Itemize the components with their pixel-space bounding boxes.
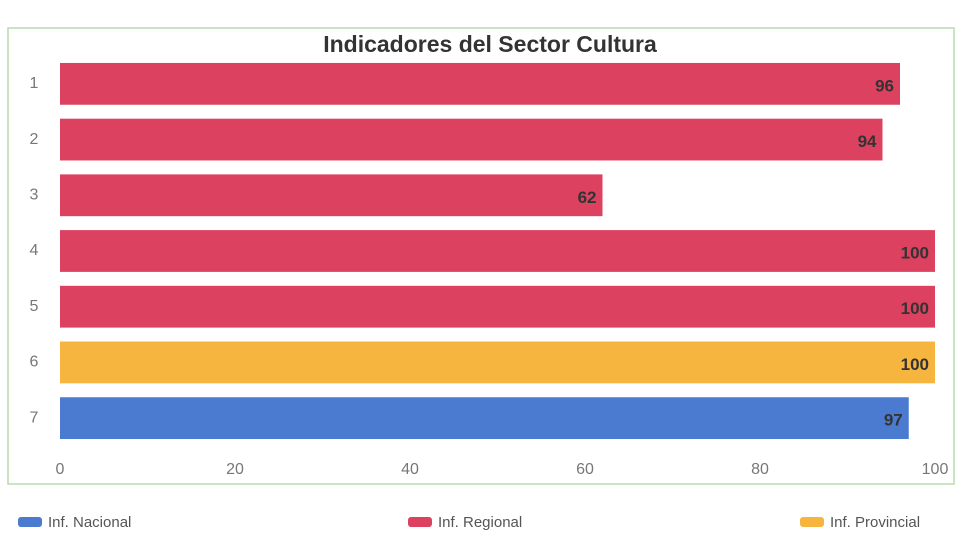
legend-label: Inf. Regional (438, 514, 522, 531)
data-label: 100 (901, 355, 929, 374)
y-tick-label: 6 (30, 354, 39, 371)
legend-label: Inf. Provincial (830, 514, 920, 531)
legend-label: Inf. Nacional (48, 514, 131, 531)
y-tick-label: 5 (30, 298, 39, 315)
legend-swatch (800, 517, 824, 527)
bar (60, 397, 909, 440)
y-tick-label: 1 (30, 75, 39, 92)
data-label: 100 (901, 299, 929, 318)
x-tick-label: 60 (576, 461, 594, 478)
legend-swatch (18, 517, 42, 527)
bar (60, 230, 935, 272)
x-tick-label: 80 (751, 461, 769, 478)
y-tick-label: 3 (30, 187, 39, 204)
bar (60, 285, 935, 328)
data-label: 97 (884, 411, 903, 430)
bar (60, 62, 900, 105)
x-tick-label: 100 (922, 461, 949, 478)
x-tick-label: 40 (401, 461, 419, 478)
bar (60, 174, 603, 217)
bar (60, 341, 935, 384)
data-label: 62 (578, 188, 597, 207)
x-tick-label: 20 (226, 461, 244, 478)
legend-swatch (408, 517, 432, 527)
data-label: 96 (875, 76, 894, 95)
chart-title: Indicadores del Sector Cultura (323, 31, 657, 57)
y-tick-label: 2 (30, 131, 39, 148)
data-label: 94 (858, 132, 877, 151)
bar (60, 118, 883, 161)
y-tick-label: 7 (30, 409, 39, 426)
data-label: 100 (901, 243, 929, 262)
y-tick-label: 4 (30, 242, 39, 259)
x-tick-label: 0 (56, 461, 65, 478)
